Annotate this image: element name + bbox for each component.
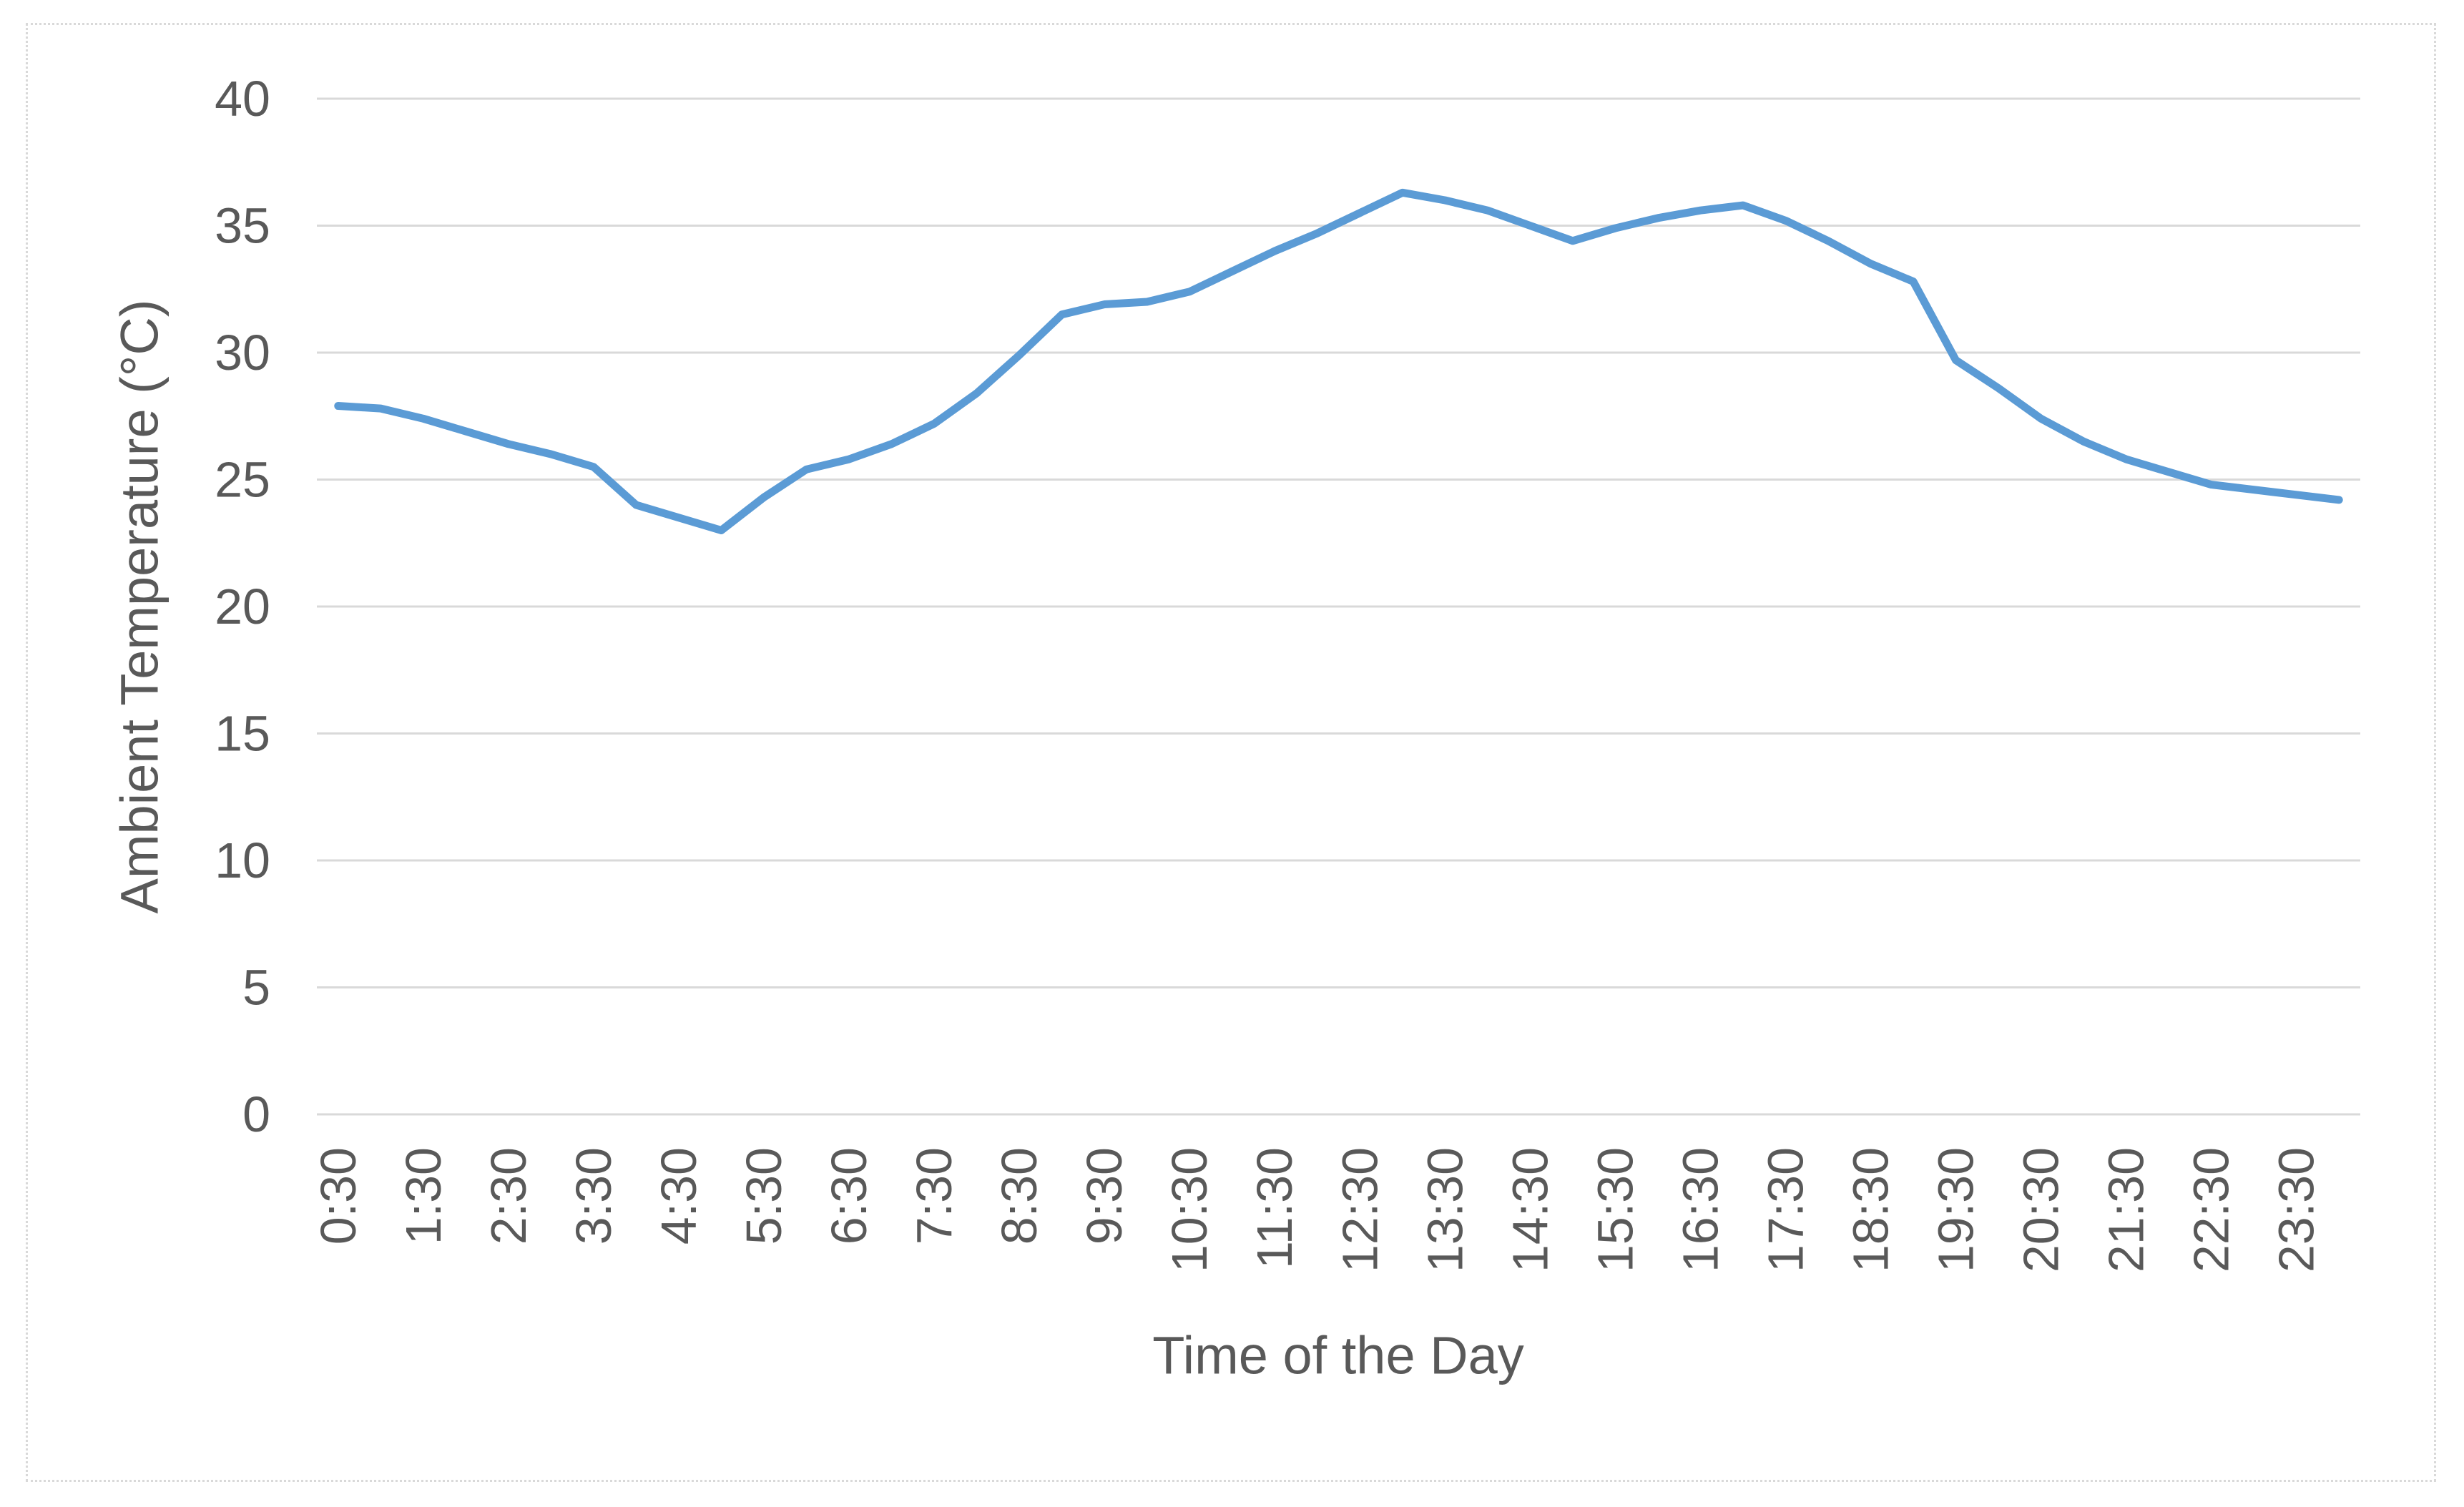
x-tick-label: 16:30 bbox=[1672, 1147, 1728, 1272]
x-tick-label: 8:30 bbox=[991, 1147, 1047, 1245]
x-axis-tick-labels: 0:30 1:30 2:30 3:30 4:30 5:30 6:30 7:30 8:30 9:30… bbox=[310, 1147, 2325, 1272]
x-tick-label: 14:30 bbox=[1502, 1147, 1558, 1272]
x-axis-title: Time of the Day bbox=[1152, 1326, 1524, 1385]
y-tick-label: 0 bbox=[242, 1086, 270, 1142]
x-tick-label: 22:30 bbox=[2184, 1147, 2239, 1272]
gridlines bbox=[317, 97, 2360, 1116]
x-tick-label: 4:30 bbox=[651, 1147, 707, 1245]
y-axis-tick-labels: 0 5 10 15 20 25 30 35 40 bbox=[215, 71, 270, 1142]
y-tick-label: 30 bbox=[215, 325, 270, 381]
temperature-line bbox=[334, 188, 2343, 534]
x-tick-label: 1:30 bbox=[396, 1147, 451, 1245]
x-tick-label: 9:30 bbox=[1076, 1147, 1132, 1245]
x-tick-label: 5:30 bbox=[736, 1147, 792, 1245]
chart-border bbox=[26, 23, 2436, 1482]
y-tick-label: 10 bbox=[215, 833, 270, 888]
y-tick-label: 40 bbox=[215, 71, 270, 127]
x-tick-label: 20:30 bbox=[2013, 1147, 2069, 1272]
x-tick-label: 17:30 bbox=[1757, 1147, 1813, 1272]
x-tick-label: 18:30 bbox=[1843, 1147, 1899, 1272]
x-tick-label: 11:30 bbox=[1247, 1147, 1302, 1269]
x-tick-label: 13:30 bbox=[1417, 1147, 1473, 1272]
x-tick-label: 15:30 bbox=[1587, 1147, 1643, 1272]
x-tick-label: 12:30 bbox=[1332, 1147, 1388, 1272]
y-tick-label: 25 bbox=[215, 452, 270, 508]
data-series bbox=[334, 188, 2343, 534]
y-tick-label: 20 bbox=[215, 579, 270, 634]
x-tick-label: 19:30 bbox=[1928, 1147, 1984, 1272]
y-tick-label: 35 bbox=[215, 198, 270, 254]
x-tick-label: 6:30 bbox=[821, 1147, 877, 1245]
x-tick-label: 0:30 bbox=[310, 1147, 366, 1245]
x-tick-label: 10:30 bbox=[1162, 1147, 1217, 1272]
x-tick-label: 21:30 bbox=[2099, 1147, 2154, 1272]
x-tick-label: 2:30 bbox=[481, 1147, 536, 1245]
y-tick-label: 15 bbox=[215, 706, 270, 762]
x-tick-label: 23:30 bbox=[2269, 1147, 2325, 1272]
y-axis-title: Ambient Temperature (°C) bbox=[110, 300, 170, 914]
x-tick-label: 7:30 bbox=[906, 1147, 962, 1245]
x-tick-label: 3:30 bbox=[566, 1147, 622, 1245]
y-tick-label: 5 bbox=[242, 960, 270, 1016]
